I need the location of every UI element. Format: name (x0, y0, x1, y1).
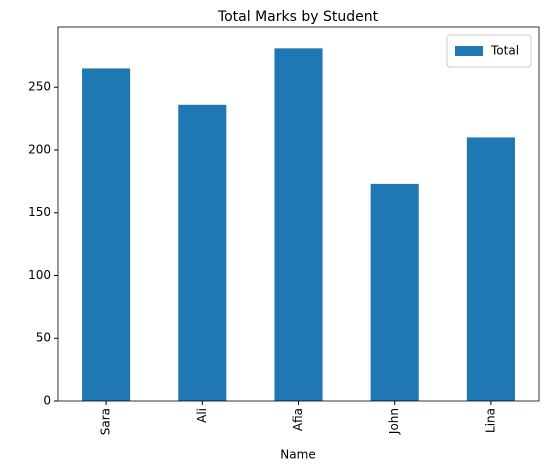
y-tick-label: 200 (28, 142, 51, 156)
legend-box (446, 34, 532, 68)
y-tick-label: 250 (28, 80, 51, 94)
y-tick-label: 50 (36, 331, 51, 345)
chart-title: Total Marks by Student (217, 9, 379, 25)
bar (370, 183, 419, 401)
bar (274, 48, 323, 401)
bar (82, 68, 131, 401)
y-tick-label: 0 (43, 394, 51, 408)
legend-label: Total (490, 44, 519, 58)
legend-swatch (455, 46, 483, 56)
x-tick-label: Lina (483, 408, 497, 433)
x-axis-label: Name (280, 448, 315, 462)
x-tick-label: John (387, 408, 401, 435)
bar (178, 104, 227, 402)
x-tick-label: Ali (195, 408, 209, 423)
axes-frame (57, 26, 540, 402)
x-tick-label: Sara (99, 408, 113, 435)
y-tick-label: 100 (28, 268, 51, 282)
x-tick-label: Afia (291, 408, 305, 431)
bar (466, 137, 515, 402)
y-tick-label: 150 (28, 205, 51, 219)
